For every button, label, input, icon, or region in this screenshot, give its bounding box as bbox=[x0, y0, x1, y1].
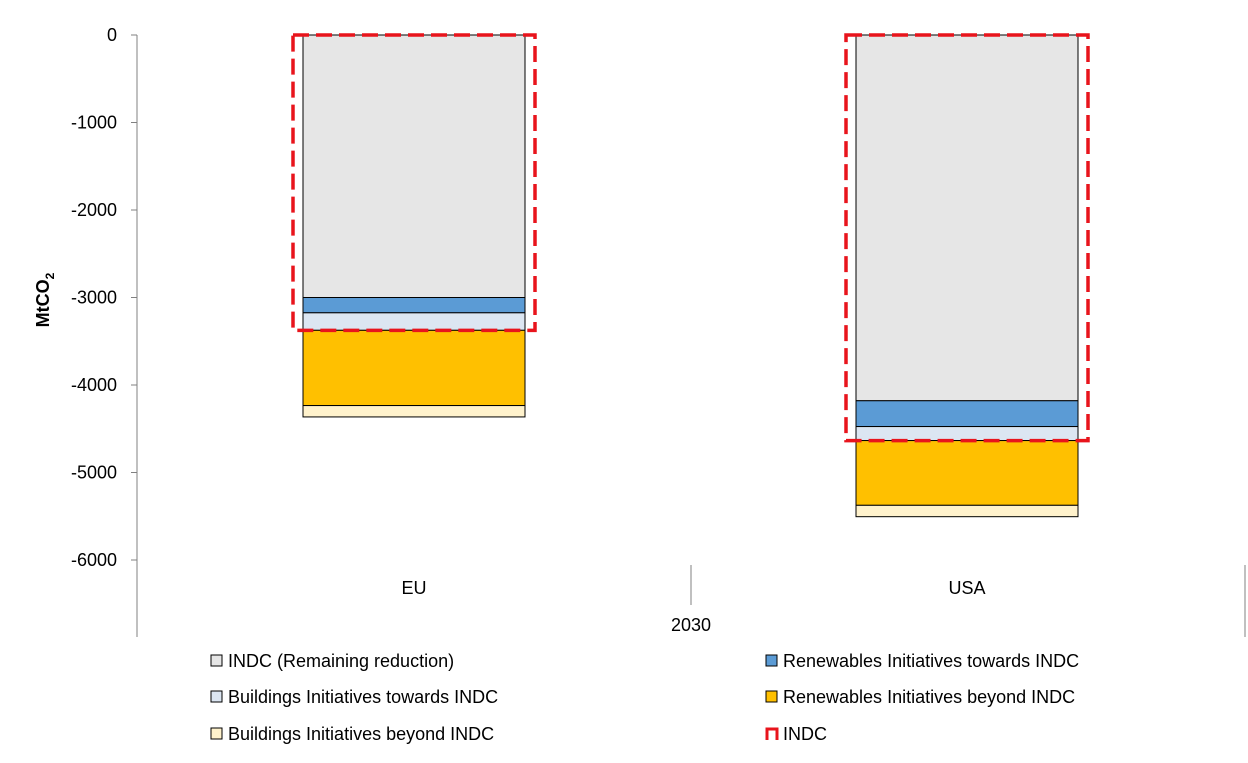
category-label-eu: EU bbox=[401, 578, 426, 598]
legend: INDC (Remaining reduction) Renewables Ini… bbox=[210, 651, 1079, 744]
bar-eu-segment-5 bbox=[302, 405, 526, 418]
legend-swatch bbox=[765, 690, 778, 703]
legend-swatch-indc bbox=[765, 727, 779, 740]
y-tick-label: -1000 bbox=[71, 113, 117, 133]
legend-label: INDC bbox=[783, 724, 827, 744]
y-tick-label: -6000 bbox=[71, 550, 117, 570]
y-tick-label: -5000 bbox=[71, 463, 117, 483]
bar-usa-segment-5 bbox=[855, 504, 1079, 518]
y-tick-label: -2000 bbox=[71, 200, 117, 220]
bar-eu-segment-2 bbox=[302, 297, 526, 314]
bar-eu-segment-1 bbox=[302, 34, 526, 298]
legend-label: Renewables Initiatives towards INDC bbox=[783, 651, 1079, 671]
y-axis-label-subscript: 2 bbox=[43, 272, 57, 279]
y-axis-label: MtCO2 bbox=[33, 272, 57, 327]
y-tick-label: -3000 bbox=[71, 288, 117, 308]
bar-usa-segment-3 bbox=[855, 426, 1079, 442]
legend-swatch bbox=[210, 690, 223, 703]
category-label-usa: USA bbox=[948, 578, 985, 598]
y-axis-ticks: 0 -1000 -2000 -3000 -4000 -5000 -6000 bbox=[71, 25, 137, 570]
y-tick-label: 0 bbox=[107, 25, 117, 45]
indc-outlines bbox=[291, 33, 1090, 443]
group-label: 2030 bbox=[671, 615, 711, 635]
bar-eu-segment-3 bbox=[302, 312, 526, 331]
bar-eu-segment-4 bbox=[302, 329, 526, 407]
legend-swatch bbox=[765, 654, 778, 667]
legend-swatch bbox=[210, 727, 223, 740]
legend-label: Buildings Initiatives beyond INDC bbox=[228, 724, 494, 744]
legend-label: Buildings Initiatives towards INDC bbox=[228, 687, 498, 707]
indc-outline-eu bbox=[291, 33, 537, 333]
y-tick-label: -4000 bbox=[71, 375, 117, 395]
y-axis-label-main: MtCO bbox=[33, 279, 53, 327]
legend-label: Renewables Initiatives beyond INDC bbox=[783, 687, 1075, 707]
bar-usa-segment-1 bbox=[855, 34, 1079, 402]
indc-outline-usa bbox=[844, 33, 1090, 443]
bar-usa-segment-4 bbox=[855, 440, 1079, 506]
legend-swatch bbox=[210, 654, 223, 667]
bars bbox=[302, 34, 1079, 518]
bar-usa-segment-2 bbox=[855, 400, 1079, 428]
category-labels: EU USA bbox=[401, 578, 985, 598]
legend-label: INDC (Remaining reduction) bbox=[228, 651, 454, 671]
